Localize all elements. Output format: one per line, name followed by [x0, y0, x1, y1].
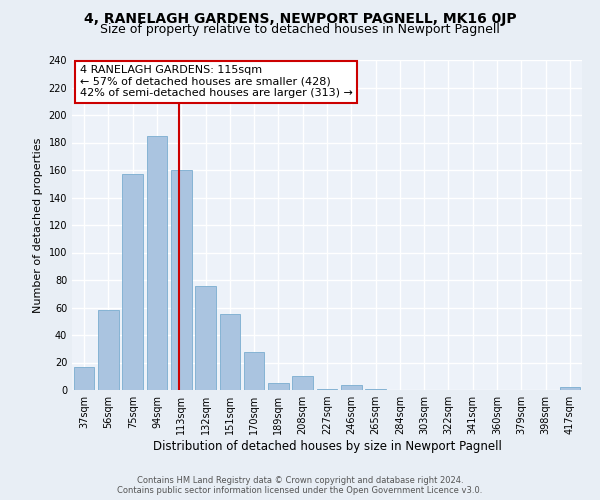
- Bar: [195, 286, 216, 390]
- Bar: [98, 310, 119, 390]
- Text: 4 RANELAGH GARDENS: 115sqm
← 57% of detached houses are smaller (428)
42% of sem: 4 RANELAGH GARDENS: 115sqm ← 57% of deta…: [80, 65, 353, 98]
- Bar: [244, 352, 265, 390]
- Text: Contains HM Land Registry data © Crown copyright and database right 2024.
Contai: Contains HM Land Registry data © Crown c…: [118, 476, 482, 495]
- Text: Size of property relative to detached houses in Newport Pagnell: Size of property relative to detached ho…: [100, 22, 500, 36]
- Bar: [292, 376, 313, 390]
- Text: 4, RANELAGH GARDENS, NEWPORT PAGNELL, MK16 0JP: 4, RANELAGH GARDENS, NEWPORT PAGNELL, MK…: [83, 12, 517, 26]
- Bar: [171, 170, 191, 390]
- Bar: [122, 174, 143, 390]
- Y-axis label: Number of detached properties: Number of detached properties: [33, 138, 43, 312]
- Bar: [365, 388, 386, 390]
- Bar: [560, 387, 580, 390]
- Bar: [268, 383, 289, 390]
- Bar: [74, 366, 94, 390]
- Bar: [146, 136, 167, 390]
- Bar: [341, 384, 362, 390]
- Bar: [317, 388, 337, 390]
- X-axis label: Distribution of detached houses by size in Newport Pagnell: Distribution of detached houses by size …: [152, 440, 502, 453]
- Bar: [220, 314, 240, 390]
